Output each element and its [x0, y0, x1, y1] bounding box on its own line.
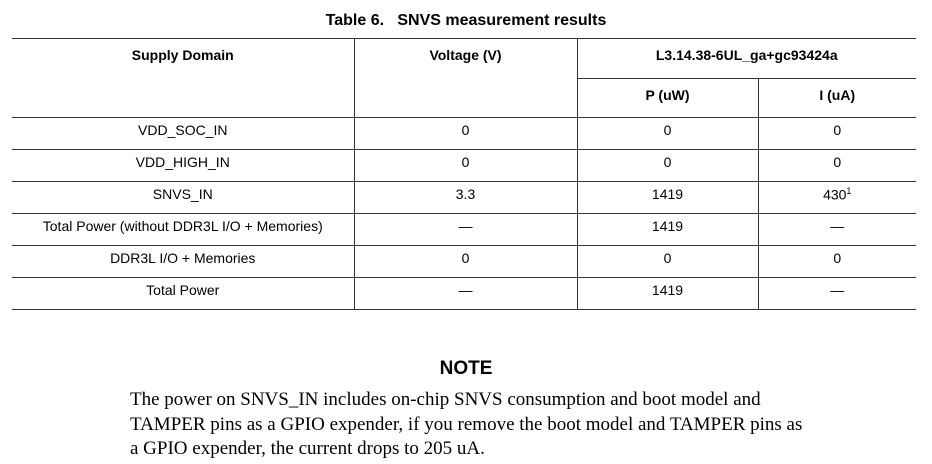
cell-domain: Total Power (without DDR3L I/O + Memorie…: [12, 213, 355, 246]
cell-power: 0: [576, 149, 759, 182]
cell-value: 1419: [651, 186, 684, 202]
cell-value: —: [458, 218, 473, 234]
table-row: DDR3L I/O + Memories 0 0 0: [12, 245, 916, 278]
cell-value: —: [830, 218, 845, 234]
header-voltage: Voltage (V): [353, 38, 578, 118]
cell-domain: DDR3L I/O + Memories: [12, 245, 355, 278]
cell-voltage: 0: [353, 117, 578, 150]
cell-domain: VDD_SOC_IN: [12, 117, 355, 150]
cell-current: 0: [757, 117, 916, 150]
cell-value: 430: [823, 186, 847, 203]
cell-value: 0: [663, 154, 672, 170]
table-row: VDD_HIGH_IN 0 0 0: [12, 149, 916, 182]
cell-value: —: [830, 282, 845, 298]
cell-voltage: 0: [353, 245, 578, 278]
cell-value: 0: [461, 250, 470, 266]
cell-voltage: 0: [353, 149, 578, 182]
cell-voltage: —: [353, 277, 578, 310]
cell-power: 1419: [576, 213, 759, 246]
cell-value: 1419: [651, 282, 684, 298]
table-row: Total Power — 1419 —: [12, 277, 916, 310]
note-heading: NOTE: [439, 358, 493, 379]
cell-value: Total Power: [146, 282, 220, 298]
cell-current: —: [757, 213, 916, 246]
cell-value: 1419: [651, 218, 684, 234]
cell-power: 1419: [576, 181, 759, 214]
table-caption: Table 6. SNVS measurement results: [325, 12, 607, 29]
cell-value: 0: [663, 250, 672, 266]
cell-value: 0: [663, 122, 672, 138]
footnote-marker: 1: [846, 186, 852, 196]
cell-value: SNVS_IN: [152, 186, 213, 202]
cell-value: Total Power (without DDR3L I/O + Memorie…: [42, 218, 323, 234]
cell-domain: SNVS_IN: [12, 181, 355, 214]
cell-value: 0: [833, 250, 842, 266]
snvs-results-table: Supply Domain Voltage (V) L3.14.38-6UL_g…: [12, 38, 916, 310]
header-current: I (uA): [757, 77, 916, 118]
cell-value: 0: [461, 122, 470, 138]
cell-value: 0: [461, 154, 470, 170]
cell-current: —: [757, 277, 916, 310]
header-version: L3.14.38-6UL_ga+gc93424a: [576, 38, 916, 79]
note-text: The power on SNVS_IN includes on-chip SN…: [130, 389, 803, 459]
cell-value: DDR3L I/O + Memories: [110, 250, 256, 266]
cell-voltage: 3.3: [353, 181, 578, 214]
cell-value: 0: [833, 122, 842, 138]
cell-domain: Total Power: [12, 277, 355, 310]
cell-domain: VDD_HIGH_IN: [12, 149, 355, 182]
cell-value: 0: [833, 154, 842, 170]
cell-current: 0: [757, 149, 916, 182]
cell-value: VDD_SOC_IN: [138, 122, 228, 138]
cell-power: 0: [576, 117, 759, 150]
table-row: VDD_SOC_IN 0 0 0: [12, 117, 916, 150]
header-power: P (uW): [577, 77, 759, 118]
cell-power: 1419: [576, 277, 759, 310]
cell-current: 4301: [757, 181, 916, 214]
cell-value: —: [458, 282, 473, 298]
cell-value: VDD_HIGH_IN: [135, 154, 230, 170]
header-supply-domain: Supply Domain: [12, 38, 355, 118]
cell-power: 0: [576, 245, 759, 278]
cell-value: 3.3: [455, 186, 476, 202]
table-row: Total Power (without DDR3L I/O + Memorie…: [12, 213, 916, 246]
cell-current: 0: [757, 245, 916, 278]
table-row: SNVS_IN 3.3 1419 4301: [12, 181, 916, 214]
cell-voltage: —: [353, 213, 578, 246]
